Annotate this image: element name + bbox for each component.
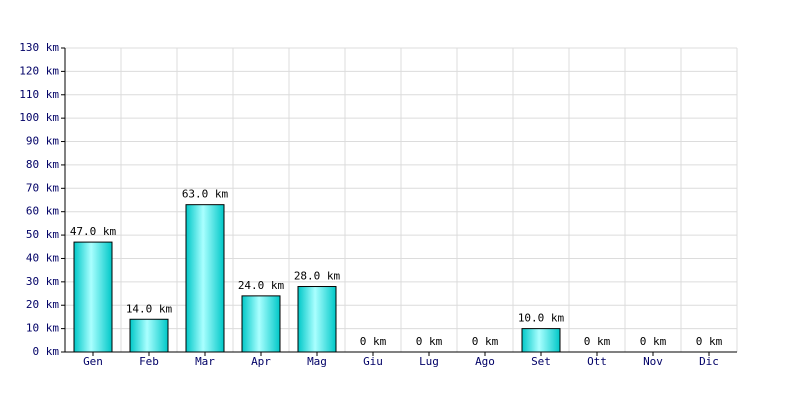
value-label: 10.0 km <box>518 312 565 325</box>
x-tick-label: Gen <box>83 355 103 368</box>
x-tick-label: Lug <box>419 355 439 368</box>
y-tick-label: 110 km <box>19 88 59 101</box>
y-tick-label: 20 km <box>26 298 59 311</box>
value-label: 63.0 km <box>182 188 229 201</box>
x-tick-label: Nov <box>643 355 663 368</box>
x-tick-label: Apr <box>251 355 271 368</box>
x-tick-label: Dic <box>699 355 719 368</box>
y-tick-label: 70 km <box>26 181 59 194</box>
value-label: 0 km <box>584 335 611 348</box>
y-tick-label: 30 km <box>26 275 59 288</box>
bar <box>297 286 337 353</box>
y-tick-label: 120 km <box>19 64 59 77</box>
x-tick-label: Set <box>531 355 551 368</box>
bar <box>73 241 113 353</box>
bar <box>129 318 169 353</box>
value-label: 0 km <box>416 335 443 348</box>
value-label: 14.0 km <box>126 302 173 315</box>
y-tick-label: 90 km <box>26 135 59 148</box>
bar <box>185 204 225 353</box>
y-tick-label: 60 km <box>26 205 59 218</box>
value-label: 0 km <box>696 335 723 348</box>
y-tick-label: 50 km <box>26 228 59 241</box>
y-tick-label: 10 km <box>26 322 59 335</box>
value-label: 28.0 km <box>294 270 341 283</box>
x-tick-label: Mar <box>195 355 215 368</box>
x-tick-label: Ago <box>475 355 495 368</box>
value-label: 47.0 km <box>70 225 117 238</box>
bar <box>241 295 281 353</box>
x-tick-label: Feb <box>139 355 159 368</box>
y-tick-label: 40 km <box>26 251 59 264</box>
x-tick-label: Mag <box>307 355 327 368</box>
y-tick-label: 80 km <box>26 158 59 171</box>
value-label: 0 km <box>640 335 667 348</box>
value-label: 24.0 km <box>238 279 285 292</box>
y-tick-label: 130 km <box>19 41 59 54</box>
x-tick-label: Ott <box>587 355 607 368</box>
bar <box>521 328 561 353</box>
y-tick-label: 100 km <box>19 111 59 124</box>
value-label: 0 km <box>360 335 387 348</box>
x-tick-label: Giu <box>363 355 383 368</box>
value-label: 0 km <box>472 335 499 348</box>
y-tick-label: 0 km <box>33 345 60 358</box>
